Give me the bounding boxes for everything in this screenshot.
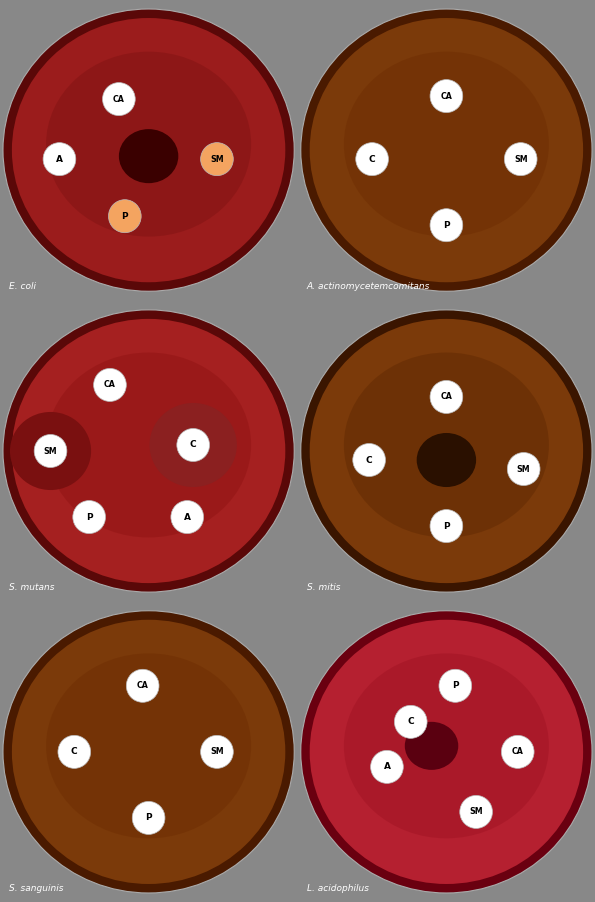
Text: E. coli: E. coli xyxy=(9,282,36,291)
Ellipse shape xyxy=(309,620,583,884)
Ellipse shape xyxy=(93,368,126,401)
Text: SM: SM xyxy=(43,446,57,456)
Ellipse shape xyxy=(177,428,209,462)
Ellipse shape xyxy=(12,319,286,583)
Ellipse shape xyxy=(201,143,233,176)
Ellipse shape xyxy=(344,51,549,236)
Ellipse shape xyxy=(394,705,427,739)
Ellipse shape xyxy=(416,433,476,487)
Text: L. acidophilus: L. acidophilus xyxy=(306,884,369,893)
Ellipse shape xyxy=(43,143,76,176)
Ellipse shape xyxy=(371,750,403,784)
Ellipse shape xyxy=(344,653,549,838)
Ellipse shape xyxy=(505,143,537,176)
Ellipse shape xyxy=(46,51,251,236)
Text: A: A xyxy=(383,762,390,771)
Text: A: A xyxy=(184,512,191,521)
Ellipse shape xyxy=(3,611,295,893)
Ellipse shape xyxy=(3,9,295,291)
Text: P: P xyxy=(443,521,450,530)
Text: P: P xyxy=(452,681,459,690)
Ellipse shape xyxy=(300,9,592,291)
Ellipse shape xyxy=(12,620,286,884)
Ellipse shape xyxy=(309,319,583,583)
Ellipse shape xyxy=(439,669,472,703)
Ellipse shape xyxy=(460,796,493,828)
Text: CA: CA xyxy=(440,92,452,101)
Text: C: C xyxy=(71,748,77,757)
Ellipse shape xyxy=(201,735,233,769)
Text: C: C xyxy=(369,154,375,163)
Ellipse shape xyxy=(108,199,141,233)
Ellipse shape xyxy=(126,669,159,703)
Ellipse shape xyxy=(430,79,463,113)
Ellipse shape xyxy=(149,403,237,487)
Ellipse shape xyxy=(58,735,90,769)
Ellipse shape xyxy=(430,510,463,543)
Text: CA: CA xyxy=(113,95,125,104)
Ellipse shape xyxy=(430,208,463,242)
Ellipse shape xyxy=(300,310,592,592)
Text: SM: SM xyxy=(514,154,528,163)
Ellipse shape xyxy=(132,801,165,834)
Ellipse shape xyxy=(102,83,135,115)
Ellipse shape xyxy=(353,444,386,476)
Ellipse shape xyxy=(46,353,251,538)
Ellipse shape xyxy=(405,722,458,770)
Ellipse shape xyxy=(34,435,67,467)
Ellipse shape xyxy=(300,611,592,893)
Ellipse shape xyxy=(356,143,389,176)
Text: P: P xyxy=(121,212,128,221)
Text: S. mitis: S. mitis xyxy=(306,583,340,592)
Ellipse shape xyxy=(10,412,91,490)
Text: CA: CA xyxy=(104,381,116,390)
Text: CA: CA xyxy=(440,392,452,401)
Text: SM: SM xyxy=(210,154,224,163)
Text: C: C xyxy=(408,717,414,726)
Text: C: C xyxy=(190,440,196,449)
Text: CA: CA xyxy=(137,681,149,690)
Text: SM: SM xyxy=(469,807,483,816)
Ellipse shape xyxy=(309,18,583,282)
Ellipse shape xyxy=(3,310,295,592)
Text: C: C xyxy=(366,456,372,465)
Text: S. mutans: S. mutans xyxy=(9,583,54,592)
Text: P: P xyxy=(443,221,450,230)
Text: CA: CA xyxy=(512,748,524,757)
Text: S. sanguinis: S. sanguinis xyxy=(9,884,64,893)
Ellipse shape xyxy=(508,453,540,485)
Text: P: P xyxy=(145,814,152,823)
Ellipse shape xyxy=(171,501,203,534)
Ellipse shape xyxy=(502,735,534,769)
Text: SM: SM xyxy=(210,748,224,757)
Ellipse shape xyxy=(344,353,549,538)
Ellipse shape xyxy=(46,653,251,838)
Ellipse shape xyxy=(12,18,286,282)
Ellipse shape xyxy=(119,129,178,183)
Text: A. actinomycetemcomitans: A. actinomycetemcomitans xyxy=(306,282,430,291)
Text: A: A xyxy=(56,154,63,163)
Ellipse shape xyxy=(430,381,463,413)
Text: SM: SM xyxy=(517,465,531,474)
Text: P: P xyxy=(86,512,92,521)
Ellipse shape xyxy=(73,501,105,534)
